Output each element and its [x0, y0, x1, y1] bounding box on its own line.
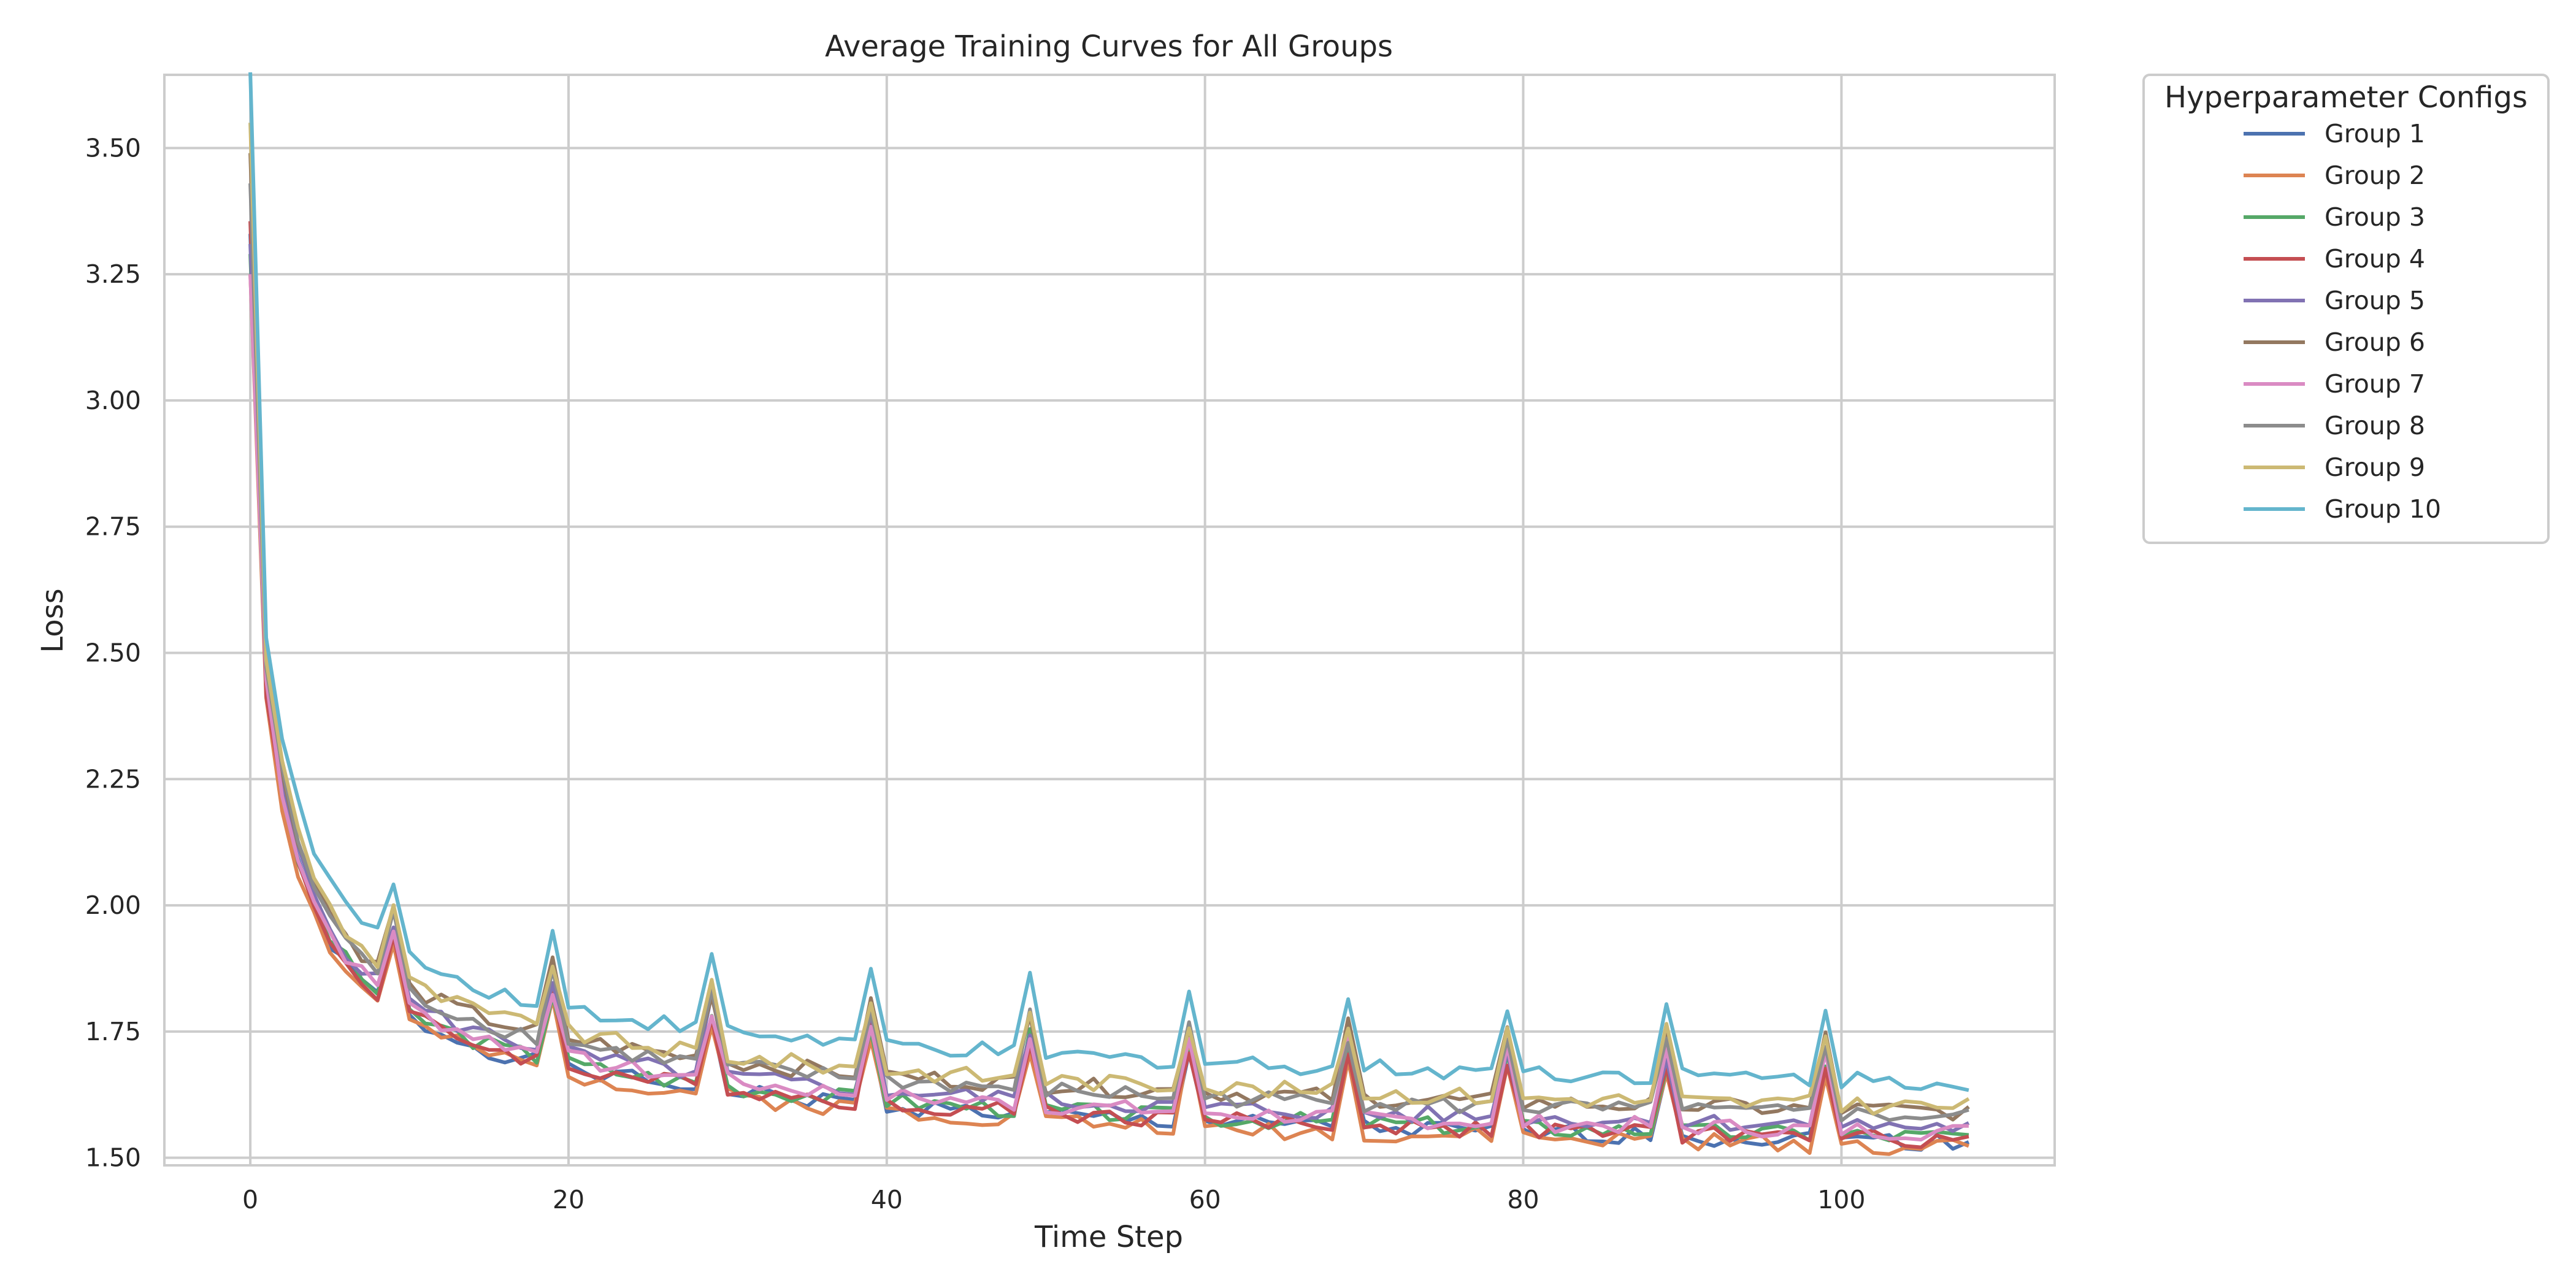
series-line-group-7 — [248, 274, 1969, 1142]
y-tick-label: 1.50 — [85, 1143, 141, 1173]
y-tick-label: 2.50 — [85, 638, 141, 668]
y-tick-label: 3.50 — [85, 133, 141, 163]
y-tick-label: 1.75 — [85, 1017, 141, 1046]
chart-title: Average Training Curves for All Groups — [825, 29, 1393, 64]
legend-label-group-9: Group 9 — [2325, 453, 2425, 482]
x-tick-label: 0 — [242, 1185, 258, 1214]
legend-label-group-10: Group 10 — [2325, 494, 2441, 524]
series-line-group-10 — [248, 72, 1969, 1092]
y-axis-label: Loss — [36, 588, 70, 653]
y-tick-label: 3.25 — [85, 259, 141, 289]
legend-label-group-1: Group 1 — [2325, 119, 2425, 148]
legend-label-group-4: Group 4 — [2325, 244, 2425, 274]
series-line-group-8 — [248, 183, 1969, 1122]
legend-label-group-7: Group 7 — [2325, 369, 2425, 399]
y-tick-label: 3.00 — [85, 386, 141, 415]
legend-items: Group 1 Group 2 Group 3 Group 4 Group 5 Group… — [2244, 119, 2441, 524]
y-tick-label: 2.75 — [85, 512, 141, 542]
series-line-group-4 — [248, 221, 1969, 1149]
grid-x — [249, 75, 1843, 1165]
x-axis-label: Time Step — [1034, 1220, 1183, 1254]
series-line-group-9 — [248, 123, 1970, 1116]
plot-area — [163, 72, 2056, 1167]
y-tick-label: 2.00 — [85, 891, 141, 920]
plot-frame — [163, 74, 2056, 1167]
x-tick-label: 60 — [1189, 1185, 1221, 1214]
x-tick-label: 40 — [871, 1185, 903, 1214]
x-tick-label: 80 — [1507, 1185, 1539, 1214]
legend-label-group-3: Group 3 — [2325, 202, 2425, 232]
y-tick-label: 2.25 — [85, 764, 141, 794]
x-tick-label: 100 — [1817, 1185, 1865, 1214]
x-tick-label: 20 — [553, 1185, 585, 1214]
legend-label-group-6: Group 6 — [2325, 328, 2425, 357]
legend-title: Hyperparameter Configs — [2164, 80, 2528, 115]
y-ticks: 1.50 1.75 2.00 2.25 2.50 2.75 3.00 3.25 3.50 — [85, 133, 141, 1172]
legend-label-group-5: Group 5 — [2325, 286, 2425, 315]
legend-label-group-2: Group 2 — [2325, 161, 2425, 190]
legend-label-group-8: Group 8 — [2325, 411, 2425, 440]
grid-y — [164, 147, 2055, 1159]
series-lines — [248, 72, 1970, 1156]
x-ticks: 0 20 40 60 80 100 — [242, 1185, 1865, 1214]
